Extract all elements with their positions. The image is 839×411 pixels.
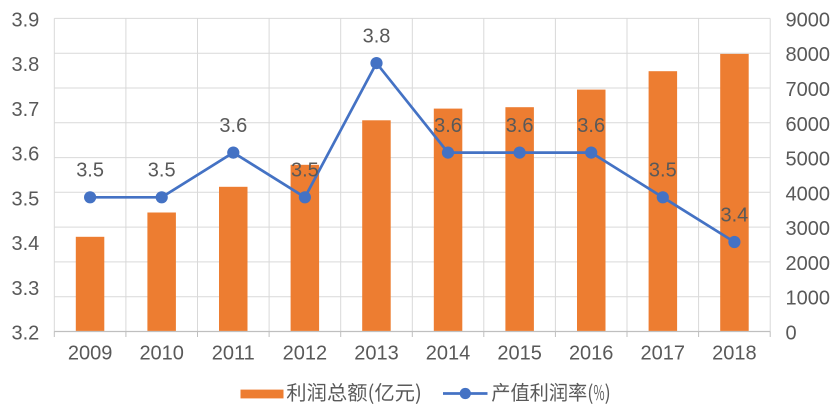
svg-text:3000: 3000: [786, 218, 831, 240]
svg-text:3.8: 3.8: [11, 54, 39, 76]
svg-text:2009: 2009: [68, 343, 113, 365]
svg-text:3.6: 3.6: [434, 115, 462, 137]
svg-text:2015: 2015: [497, 343, 542, 365]
svg-text:3.6: 3.6: [577, 115, 605, 137]
svg-text:3.3: 3.3: [11, 278, 39, 300]
svg-text:2017: 2017: [641, 343, 686, 365]
svg-text:3.5: 3.5: [649, 160, 677, 182]
svg-text:8000: 8000: [786, 44, 831, 66]
svg-text:2011: 2011: [212, 343, 255, 365]
svg-text:7000: 7000: [786, 79, 831, 101]
svg-text:3.6: 3.6: [219, 115, 247, 137]
svg-text:1000: 1000: [786, 288, 831, 310]
svg-text:5000: 5000: [786, 149, 831, 171]
svg-text:2010: 2010: [139, 343, 184, 365]
svg-text:3.6: 3.6: [11, 144, 39, 166]
svg-text:3.7: 3.7: [11, 99, 39, 121]
svg-text:3.8: 3.8: [363, 25, 391, 47]
svg-text:2018: 2018: [712, 343, 757, 365]
svg-text:3.6: 3.6: [506, 115, 534, 137]
svg-text:0: 0: [786, 323, 797, 345]
svg-text:2016: 2016: [569, 343, 614, 365]
svg-text:3.5: 3.5: [76, 160, 104, 182]
svg-text:2013: 2013: [354, 343, 399, 365]
svg-text:3.9: 3.9: [11, 9, 39, 31]
svg-text:2014: 2014: [426, 343, 471, 365]
svg-text:3.5: 3.5: [11, 188, 39, 210]
svg-text:3.4: 3.4: [11, 233, 39, 255]
svg-text:6000: 6000: [786, 114, 831, 136]
svg-text:9000: 9000: [786, 9, 831, 31]
svg-text:3.4: 3.4: [720, 204, 748, 226]
svg-text:4000: 4000: [786, 183, 831, 205]
svg-text:3.2: 3.2: [11, 323, 39, 345]
svg-text:3.5: 3.5: [291, 160, 319, 182]
svg-text:2000: 2000: [786, 253, 831, 275]
svg-text:3.5: 3.5: [148, 160, 176, 182]
svg-text:2012: 2012: [283, 343, 328, 365]
